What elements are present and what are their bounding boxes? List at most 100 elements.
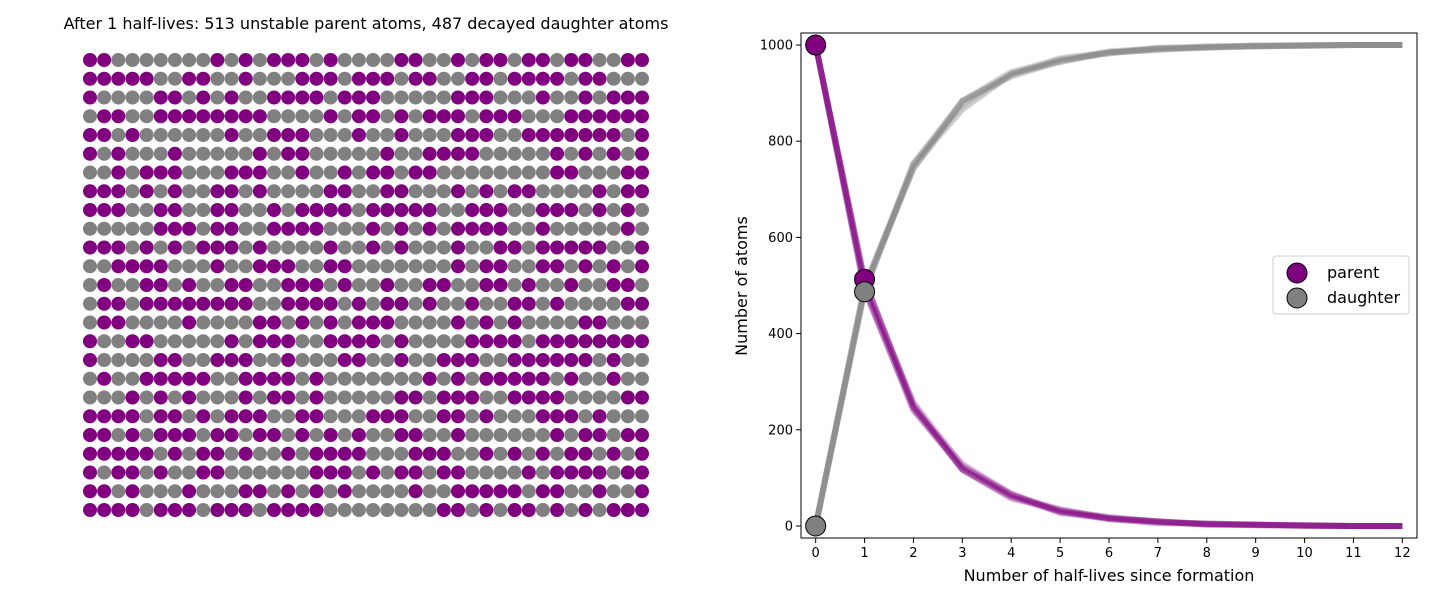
parent-atom	[323, 446, 338, 461]
x-tick-label: 5	[1056, 546, 1064, 561]
legend-marker-parent	[1286, 262, 1308, 284]
parent-atom	[267, 371, 281, 386]
parent-atom	[337, 465, 352, 480]
daughter-atom	[252, 90, 267, 105]
parent-atom	[606, 278, 621, 292]
daughter-atom	[295, 240, 310, 255]
parent-atom	[97, 484, 112, 499]
parent-atom	[535, 390, 550, 405]
parent-atom	[252, 334, 267, 349]
daughter-atom	[139, 90, 154, 105]
parent-atom	[507, 109, 522, 124]
daughter-atom	[366, 484, 381, 499]
daughter-atom	[436, 165, 451, 180]
daughter-atom	[521, 203, 536, 217]
daughter-atom	[479, 428, 494, 442]
daughter-atom	[182, 465, 197, 480]
daughter-atom	[592, 221, 607, 236]
daughter-atom	[380, 334, 395, 349]
daughter-atom	[493, 90, 508, 105]
parent-atom	[83, 353, 97, 367]
daughter-atom	[337, 315, 352, 330]
parent-atom	[535, 371, 550, 386]
daughter-atom	[394, 259, 409, 274]
atom-grid-panel: After 1 half-lives: 513 unstable parent …	[64, 14, 668, 517]
parent-atom	[507, 353, 522, 367]
parent-atom	[139, 371, 154, 386]
daughter-atom	[309, 353, 324, 367]
daughter-atom	[224, 371, 239, 386]
daughter-atom	[436, 71, 451, 86]
daughter-atom	[592, 165, 607, 180]
daughter-atom	[606, 315, 621, 330]
parent-atom	[635, 259, 649, 274]
parent-atom	[366, 109, 381, 124]
daughter-atom	[479, 240, 494, 255]
daughter-atom	[167, 259, 182, 274]
daughter-atom	[167, 390, 182, 405]
daughter-atom	[83, 371, 97, 386]
parent-curve	[812, 44, 1403, 529]
parent-atom	[394, 353, 409, 367]
parent-atom	[224, 503, 239, 517]
parent-atom	[83, 203, 97, 217]
daughter-atom	[224, 390, 239, 405]
parent-atom	[507, 446, 522, 461]
x-tick-label: 2	[909, 546, 917, 561]
parent-atom	[295, 53, 310, 67]
daughter-atom	[139, 203, 154, 217]
parent-atom	[281, 128, 296, 142]
parent-atom	[620, 165, 635, 180]
parent-atom	[380, 409, 395, 424]
daughter-atom	[238, 184, 253, 199]
parent-atom	[125, 259, 140, 274]
daughter-atom	[620, 259, 635, 274]
parent-atom	[295, 146, 310, 161]
parent-atom	[196, 240, 211, 255]
daughter-atom	[366, 146, 381, 161]
parent-atom	[479, 484, 494, 499]
daughter-atom	[238, 203, 253, 217]
daughter-atom	[295, 353, 310, 367]
parent-atom	[451, 240, 465, 255]
daughter-atom	[493, 315, 508, 330]
parent-atom	[620, 465, 635, 480]
daughter-atom	[252, 278, 267, 292]
parent-atom	[592, 71, 607, 86]
parent-atom	[578, 240, 593, 255]
parent-atom	[167, 203, 182, 217]
daughter-atom	[351, 203, 366, 217]
daughter-atom	[238, 315, 253, 330]
daughter-atom	[521, 221, 536, 236]
daughter-atom	[139, 53, 154, 67]
parent-atom	[507, 71, 522, 86]
daughter-atom	[139, 315, 154, 330]
parent-atom	[606, 446, 621, 461]
daughter-atom	[436, 240, 451, 255]
parent-atom	[167, 221, 182, 236]
daughter-atom	[210, 128, 225, 142]
daughter-atom	[635, 315, 649, 330]
parent-atom	[309, 503, 324, 517]
parent-atom	[224, 109, 239, 124]
parent-atom	[366, 240, 381, 255]
parent-atom	[635, 240, 649, 255]
daughter-atom	[111, 353, 126, 367]
daughter-atom	[210, 90, 225, 105]
parent-atom	[606, 353, 621, 367]
daughter-atom	[578, 203, 593, 217]
daughter-atom	[337, 503, 352, 517]
daughter-atom	[139, 409, 154, 424]
parent-atom	[606, 109, 621, 124]
daughter-atom	[507, 259, 522, 274]
parent-atom	[592, 484, 607, 499]
daughter-atom	[592, 503, 607, 517]
atom-grid	[83, 53, 649, 517]
daughter-atom	[323, 221, 338, 236]
parent-atom	[111, 465, 126, 480]
parent-atom	[281, 146, 296, 161]
daughter-atom	[196, 165, 211, 180]
parent-atom	[620, 109, 635, 124]
daughter-atom	[351, 278, 366, 292]
daughter-atom	[337, 390, 352, 405]
